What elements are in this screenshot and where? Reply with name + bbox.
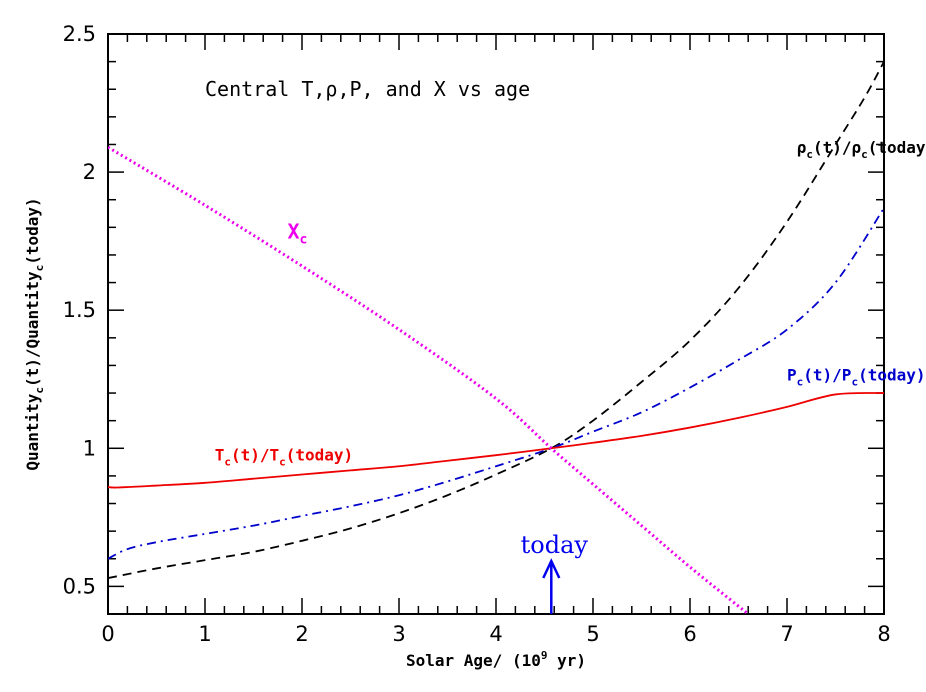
x-tick-label: 3 (392, 622, 405, 646)
y-axis-title: Quantityc(t)/Quantityc(today) (23, 197, 46, 470)
series-layer (108, 61, 884, 614)
series-rho-label: ρc(t)/ρc(today) (797, 138, 926, 161)
series-T-line (108, 392, 884, 489)
x-tick-label: 1 (198, 622, 211, 646)
chart-title: Central T,ρ,P, and X vs age (205, 77, 530, 101)
series-T-label: Tc(t)/Tc(today) (215, 446, 354, 469)
today-label: today (521, 531, 589, 559)
x-tick-label: 6 (683, 622, 696, 646)
series-P-label: Pc(t)/Pc(today) (787, 366, 926, 389)
x-tick-label: 0 (101, 622, 114, 646)
y-tick-label: 1.5 (63, 298, 96, 322)
x-axis-title: Solar Age/ (109 yr) (406, 649, 586, 670)
today-arrow-head (542, 558, 561, 579)
y-tick-label: 2.5 (63, 22, 96, 46)
series-rho-line (108, 61, 884, 579)
annotations: ρc(t)/ρc(today) Pc(t)/Pc(today) Tc(t)/Tc(t… (215, 138, 926, 614)
plot-frame (107, 33, 885, 615)
x-tick-label: 8 (877, 622, 890, 646)
axes: 0 1 2 3 4 5 6 7 8 0.5 1 1.5 2 2.5 Solar Age/ (109 yr) Q… (23, 22, 891, 670)
y-tick-label: 1 (83, 436, 96, 460)
x-tick-label: 7 (780, 622, 793, 646)
x-tick-label: 4 (489, 622, 502, 646)
series-X-label: Xc (287, 219, 307, 247)
series-X-line (108, 145, 750, 614)
y-tick-label: 2 (83, 160, 96, 184)
series-P-line (108, 207, 884, 560)
y-tick-label: 0.5 (63, 574, 96, 598)
x-tick-label: 5 (586, 622, 599, 646)
x-tick-label: 2 (295, 622, 308, 646)
